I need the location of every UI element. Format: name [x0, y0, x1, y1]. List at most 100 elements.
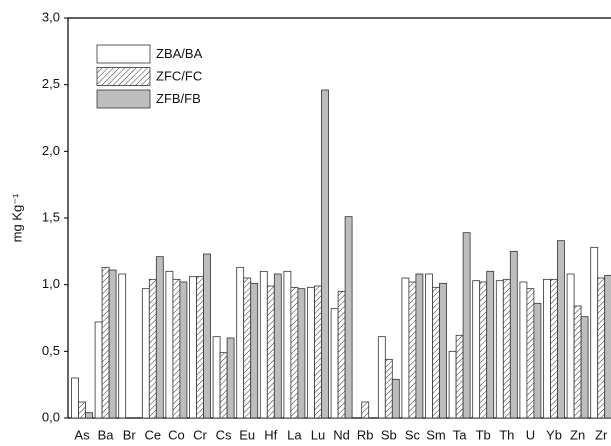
- bar: [486, 270, 495, 419]
- bar: [148, 278, 157, 419]
- y-tick-label: 2,0: [42, 143, 60, 158]
- legend-label: ZFC/FC: [156, 68, 202, 83]
- x-tick-label: Sb: [381, 427, 397, 442]
- x-tick-label: Ta: [453, 427, 468, 442]
- bar: [212, 336, 221, 419]
- bar: [455, 334, 464, 419]
- bar: [526, 288, 535, 419]
- x-tick-label: Th: [499, 427, 514, 442]
- bar: [155, 256, 164, 419]
- bar: [94, 321, 103, 419]
- bar: [384, 358, 393, 419]
- bar: [462, 232, 471, 419]
- x-tick-label: Zn: [570, 427, 585, 442]
- x-tick-label: Hf: [264, 427, 277, 442]
- x-tick-label: Zr: [595, 427, 608, 442]
- x-tick-label: Cs: [216, 427, 232, 442]
- bar: [219, 352, 228, 419]
- x-tick-label: Yb: [546, 427, 562, 442]
- bar: [321, 89, 329, 419]
- bar: [85, 412, 93, 419]
- bar: [283, 270, 292, 419]
- x-tick-label: Ba: [98, 427, 115, 442]
- x-tick-label: Rb: [357, 427, 374, 442]
- bar: [479, 281, 488, 419]
- bar: [533, 302, 542, 419]
- y-tick-label: 3,0: [42, 9, 60, 24]
- x-tick-label: Nd: [333, 427, 350, 442]
- x-tick-label: Sm: [426, 427, 446, 442]
- bar: [597, 277, 606, 419]
- legend-swatch: [96, 44, 151, 64]
- bar: [391, 378, 400, 419]
- x-tick-label: Br: [123, 427, 137, 442]
- x-tick-label: Lu: [311, 427, 325, 442]
- bar: [573, 305, 582, 419]
- y-tick-label: 2,5: [42, 76, 60, 91]
- bar: [314, 285, 322, 419]
- bar: [377, 336, 386, 419]
- bar: [432, 286, 440, 419]
- x-tick-label: Cr: [193, 427, 207, 442]
- legend-swatch: [96, 67, 151, 86]
- bar: [307, 286, 315, 419]
- x-tick-label: Ce: [144, 427, 161, 442]
- bar: [273, 273, 282, 419]
- bar: [108, 269, 117, 419]
- bar: [165, 270, 174, 419]
- bar: [439, 282, 447, 419]
- bar: [509, 250, 518, 419]
- bar: [557, 240, 565, 419]
- legend-swatch: [96, 89, 151, 109]
- x-tick-label: Co: [168, 427, 185, 442]
- bar: [566, 273, 575, 419]
- legend-label: ZBA/BA: [156, 46, 203, 61]
- y-tick-label: 0,0: [42, 409, 60, 424]
- x-tick-label: Tb: [476, 427, 491, 442]
- bar: [243, 277, 252, 419]
- x-tick-label: La: [287, 427, 302, 442]
- bar: [604, 274, 611, 419]
- bar: [101, 266, 110, 419]
- bar: [330, 308, 339, 419]
- bar: [78, 401, 86, 419]
- bar: [71, 377, 79, 419]
- x-tick-label: Eu: [239, 427, 255, 442]
- bar: [502, 278, 511, 419]
- legend-label: ZFB/FB: [156, 91, 201, 106]
- bar: [344, 216, 353, 419]
- x-tick-label: Sc: [405, 427, 421, 442]
- bar: [550, 278, 558, 419]
- x-tick-label: U: [526, 427, 535, 442]
- bar: [472, 280, 481, 419]
- bar: [543, 278, 551, 419]
- bar: [290, 286, 299, 419]
- bar: [361, 401, 370, 419]
- bar: [172, 278, 181, 419]
- bar: [297, 288, 306, 419]
- bar: [179, 281, 188, 419]
- bar: [519, 281, 528, 419]
- bar: [189, 276, 197, 419]
- x-tick-label: As: [74, 427, 90, 442]
- bar: [118, 273, 127, 419]
- bar: [203, 253, 211, 419]
- bar: [448, 350, 457, 419]
- bar: [250, 282, 259, 419]
- bar: [590, 246, 599, 419]
- bar: [408, 281, 417, 419]
- bar: [495, 280, 504, 419]
- y-tick-label: 0,5: [42, 343, 60, 358]
- bar: [337, 290, 346, 419]
- bar: [266, 285, 275, 419]
- bar: [401, 277, 410, 419]
- bar: [196, 276, 204, 419]
- bar: [141, 288, 150, 419]
- y-tick-label: 1,5: [42, 209, 60, 224]
- bar: [580, 316, 589, 419]
- bar: [236, 266, 245, 419]
- y-tick-label: 1,0: [42, 276, 60, 291]
- bar: [425, 273, 433, 419]
- y-axis-label: mg Kg⁻¹: [9, 193, 24, 242]
